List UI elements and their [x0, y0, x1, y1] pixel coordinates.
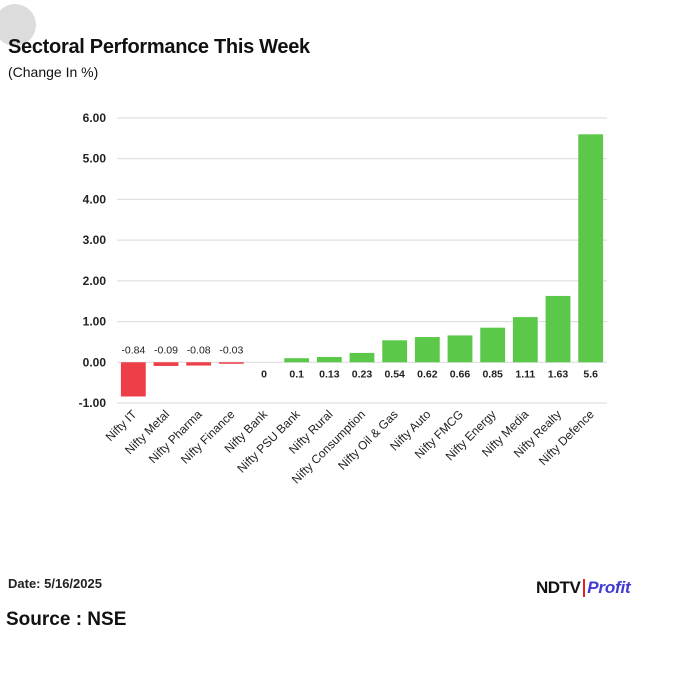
- bar: [284, 358, 310, 363]
- bar: [578, 134, 604, 363]
- y-tick-label: 2.00: [83, 274, 107, 288]
- data-label: 0.23: [352, 368, 373, 380]
- data-label: 0.66: [450, 368, 471, 380]
- logo-separator: [583, 579, 586, 597]
- bar: [480, 327, 506, 363]
- logo-profit-text: Profit: [587, 578, 631, 597]
- data-label: -0.03: [219, 344, 243, 356]
- data-label: 0.1: [289, 368, 304, 380]
- ndtv-profit-logo: NDTV Profit: [536, 575, 631, 601]
- bar: [414, 337, 440, 363]
- data-label: 0.85: [482, 368, 503, 380]
- y-tick-label: 6.00: [83, 111, 107, 125]
- bar: [447, 335, 473, 363]
- bar: [316, 356, 342, 363]
- chart-subtitle: (Change In %): [8, 64, 99, 80]
- data-label: -0.84: [121, 344, 145, 356]
- y-tick-label: 5.00: [83, 152, 107, 166]
- bar: [153, 362, 179, 366]
- bar: [349, 352, 375, 363]
- bar-chart: 6.005.004.003.002.001.000.00-1.00-0.84Ni…: [79, 111, 607, 486]
- data-label: 1.63: [548, 368, 569, 380]
- data-label: 0.54: [384, 368, 405, 380]
- source-label: Source : NSE: [6, 609, 127, 630]
- y-tick-label: -1.00: [79, 396, 107, 410]
- bar: [545, 295, 571, 363]
- bar: [512, 317, 538, 363]
- y-tick-label: 0.00: [83, 355, 107, 369]
- data-label: 5.6: [583, 368, 598, 380]
- date-label: Date: 5/16/2025: [8, 576, 102, 591]
- chart-title: Sectoral Performance This Week: [8, 36, 310, 58]
- bar: [186, 362, 212, 366]
- data-label: -0.09: [154, 344, 178, 356]
- bar: [120, 362, 146, 397]
- logo-ndtv-text: NDTV: [536, 578, 581, 597]
- y-tick-label: 1.00: [83, 315, 107, 329]
- corner-decoration: [0, 4, 36, 46]
- bar: [218, 362, 244, 364]
- data-label: 0: [261, 368, 267, 380]
- data-label: 0.62: [417, 368, 438, 380]
- data-label: 0.13: [319, 368, 340, 380]
- data-label: 1.11: [515, 368, 535, 380]
- data-label: -0.08: [187, 344, 211, 356]
- bar: [382, 340, 408, 363]
- y-tick-label: 4.00: [83, 192, 107, 206]
- y-tick-label: 3.00: [83, 233, 107, 247]
